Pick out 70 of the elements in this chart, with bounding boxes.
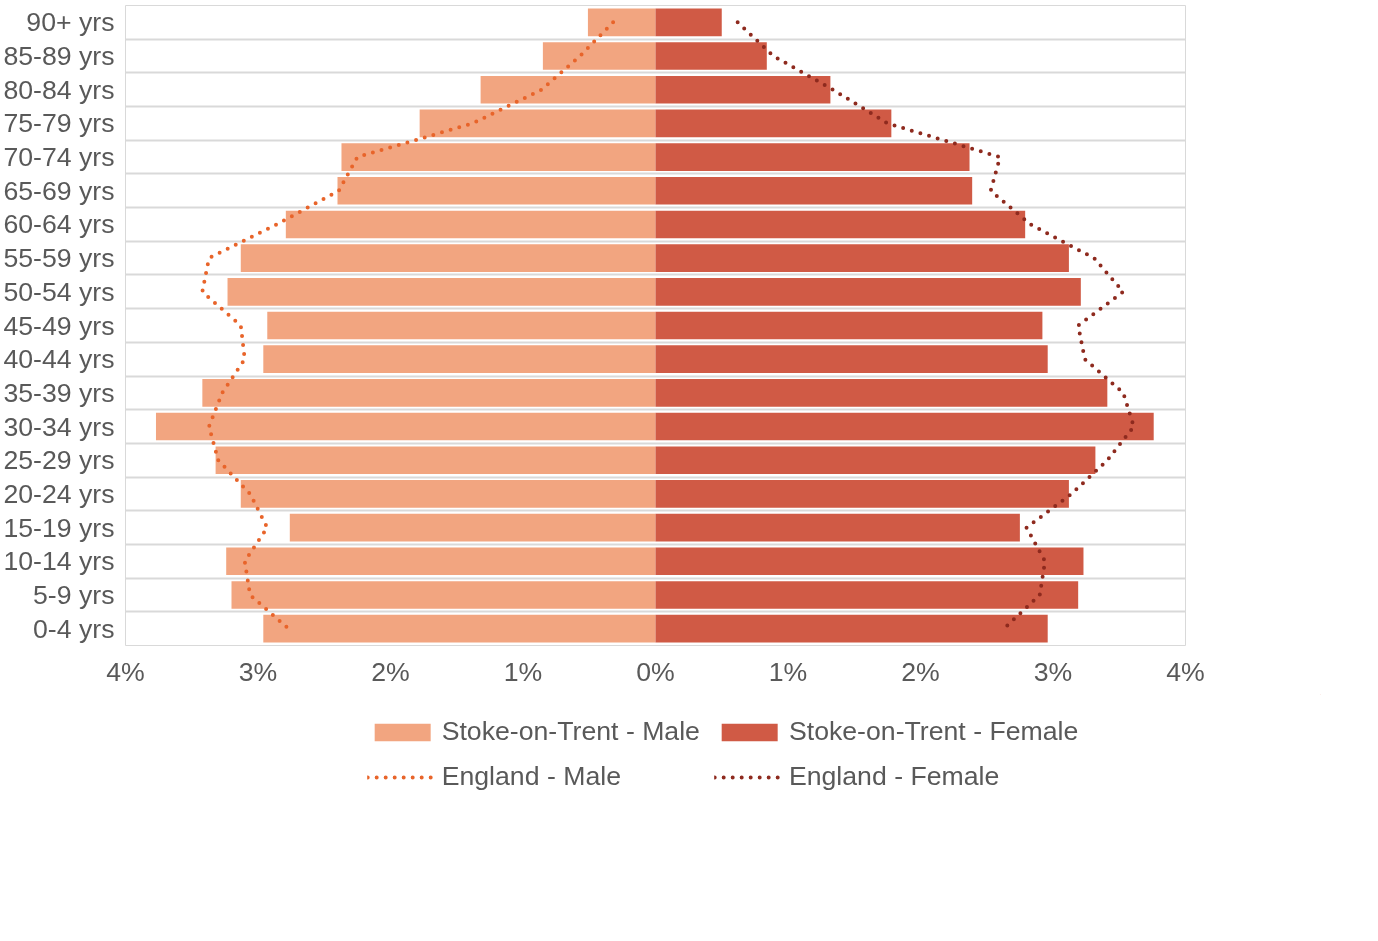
legend-label: England - Male <box>441 761 621 792</box>
y-tick-label: 90+ yrs <box>26 7 115 38</box>
bar <box>655 614 1048 643</box>
y-tick-label: 80-84 yrs <box>3 74 115 105</box>
bar <box>655 244 1069 272</box>
x-tick-label: 0% <box>636 656 675 687</box>
y-tick-label: 60-64 yrs <box>3 209 115 240</box>
bar <box>655 8 722 37</box>
bar <box>655 278 1081 306</box>
bar <box>655 143 970 171</box>
bar <box>240 244 656 272</box>
y-tick-label: 30-34 yrs <box>3 411 115 442</box>
x-tick-label: 1% <box>768 656 808 687</box>
bar <box>267 311 656 340</box>
x-tick-label: 3% <box>238 656 278 687</box>
y-tick-label: 0-4 yrs <box>33 613 115 644</box>
bar <box>542 42 656 70</box>
bar <box>655 109 892 138</box>
bar <box>655 412 1154 441</box>
x-tick-label: 1% <box>503 656 543 687</box>
bar <box>285 210 656 239</box>
y-tick-label: 70-74 yrs <box>3 142 115 173</box>
bar <box>655 480 1069 508</box>
bar <box>655 379 1108 407</box>
bar <box>587 8 656 37</box>
bar <box>227 278 656 306</box>
y-tick-label: 50-54 yrs <box>3 276 115 307</box>
bar <box>655 311 1043 340</box>
y-tick-label: 75-79 yrs <box>3 108 115 139</box>
y-tick-label: 85-89 yrs <box>3 41 115 72</box>
y-tick-label: 40-44 yrs <box>3 344 115 375</box>
bar <box>655 446 1096 475</box>
bar <box>655 176 973 205</box>
legend-label: England - Female <box>788 761 1000 792</box>
bar <box>655 210 1026 239</box>
bar <box>240 480 656 508</box>
x-tick-label: 4% <box>106 656 145 687</box>
bar <box>341 143 656 171</box>
bar <box>480 75 656 104</box>
x-tick-label: 2% <box>371 656 410 687</box>
legend-label: Stoke-on-Trent - Male <box>441 716 700 747</box>
bar <box>655 345 1048 373</box>
y-tick-label: 5-9 yrs <box>33 579 115 610</box>
bar <box>655 513 1020 542</box>
bar <box>155 412 656 441</box>
y-tick-label: 20-24 yrs <box>3 478 115 509</box>
y-tick-label: 15-19 yrs <box>3 512 115 543</box>
bar <box>419 109 656 138</box>
bar <box>289 513 656 542</box>
y-tick-label: 35-39 yrs <box>3 377 115 408</box>
bar <box>263 345 656 373</box>
y-tick-label: 45-49 yrs <box>3 310 115 341</box>
x-tick-label: 3% <box>1033 656 1073 687</box>
bar <box>655 547 1084 576</box>
y-tick-label: 10-14 yrs <box>3 546 115 577</box>
bar <box>655 75 831 104</box>
bar <box>202 379 656 407</box>
bar <box>655 581 1079 609</box>
bar <box>655 42 767 70</box>
x-tick-label: 2% <box>901 656 940 687</box>
bar <box>231 581 656 609</box>
y-tick-label: 65-69 yrs <box>3 175 115 206</box>
bar <box>226 547 656 576</box>
bar <box>263 614 656 643</box>
x-tick-label: 4% <box>1166 656 1205 687</box>
bar <box>215 446 656 475</box>
y-tick-label: 55-59 yrs <box>3 243 115 274</box>
y-tick-label: 25-29 yrs <box>3 445 115 476</box>
legend-label: Stoke-on-Trent - Female <box>788 716 1079 747</box>
bar <box>337 176 656 205</box>
